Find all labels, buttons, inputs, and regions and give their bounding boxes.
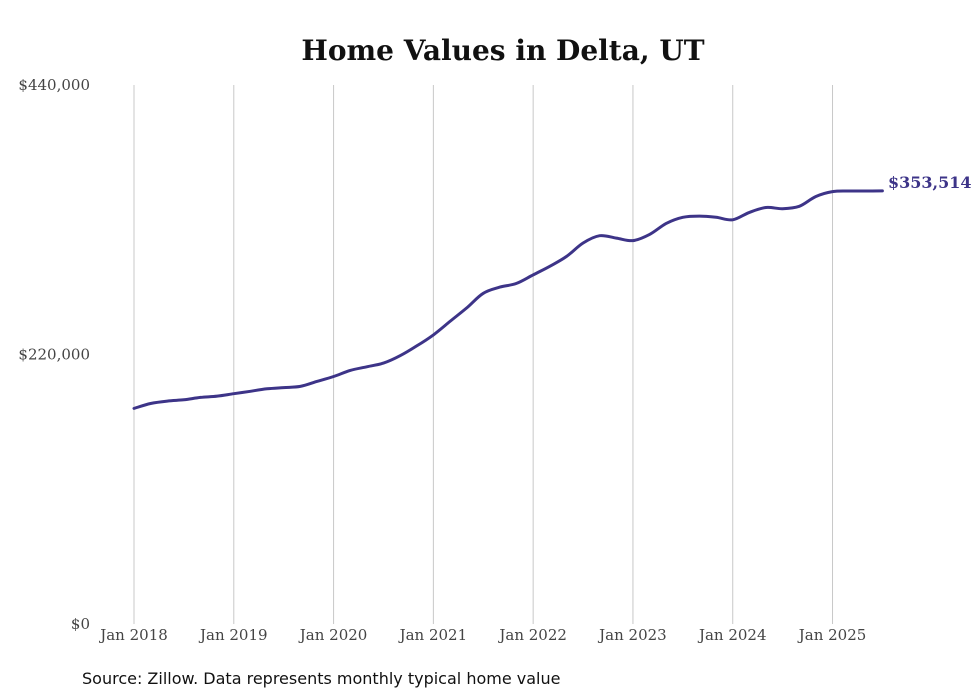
x-axis: Jan 2018 Jan 2019 Jan 2020 Jan 2021 Jan 2022… <box>98 626 866 644</box>
y-tick-label: $220,000 <box>18 346 90 364</box>
series-line <box>132 189 884 410</box>
x-tick-label: Jan 2024 <box>697 626 767 644</box>
x-tick-label: Jan 2022 <box>497 626 567 644</box>
source-note: Source: Zillow. Data represents monthly … <box>82 669 560 688</box>
y-axis: $0 $220,000 $440,000 <box>18 76 90 633</box>
x-tick-label: Jan 2019 <box>198 626 268 644</box>
x-tick-label: Jan 2020 <box>298 626 368 644</box>
x-tick-label: Jan 2025 <box>797 626 867 644</box>
x-tick-label: Jan 2021 <box>398 626 468 644</box>
y-tick-label: $0 <box>71 615 90 633</box>
chart-title: Home Values in Delta, UT <box>301 34 704 67</box>
series-layer <box>132 189 884 410</box>
y-tick-label: $440,000 <box>18 76 90 94</box>
gridlines <box>133 85 834 624</box>
x-tick-label: Jan 2023 <box>597 626 667 644</box>
x-tick-label: Jan 2018 <box>98 626 168 644</box>
last-value-label: $353,514 <box>888 173 972 192</box>
